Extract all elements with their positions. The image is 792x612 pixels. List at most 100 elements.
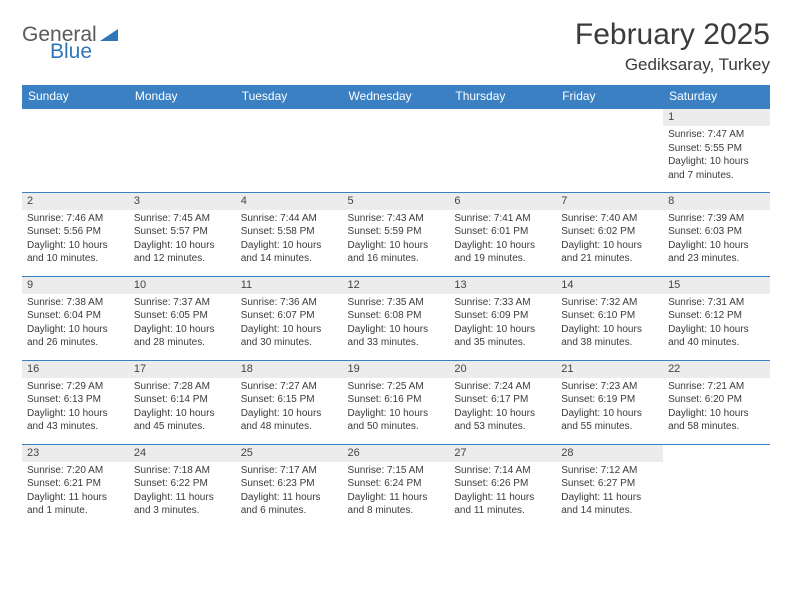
sunset-text: Sunset: 6:09 PM: [454, 309, 551, 323]
calendar-empty-cell: [129, 108, 236, 192]
calendar-day-cell: 15Sunrise: 7:31 AMSunset: 6:12 PMDayligh…: [663, 276, 770, 360]
calendar-day-cell: 10Sunrise: 7:37 AMSunset: 6:05 PMDayligh…: [129, 276, 236, 360]
sunset-text: Sunset: 5:56 PM: [27, 225, 124, 239]
daylight-text: Daylight: 10 hours and 21 minutes.: [561, 239, 658, 266]
day-info: Sunrise: 7:14 AMSunset: 6:26 PMDaylight:…: [449, 462, 556, 522]
day-info: Sunrise: 7:33 AMSunset: 6:09 PMDaylight:…: [449, 294, 556, 354]
calendar-day-cell: 26Sunrise: 7:15 AMSunset: 6:24 PMDayligh…: [343, 444, 450, 528]
calendar-table: SundayMondayTuesdayWednesdayThursdayFrid…: [22, 85, 770, 528]
sunrise-text: Sunrise: 7:36 AM: [241, 296, 338, 310]
daylight-text: Daylight: 10 hours and 23 minutes.: [668, 239, 765, 266]
day-number: 4: [236, 193, 343, 210]
title-block: February 2025 Gediksaray, Turkey: [575, 18, 770, 75]
sunset-text: Sunset: 5:59 PM: [348, 225, 445, 239]
sunset-text: Sunset: 6:24 PM: [348, 477, 445, 491]
daylight-text: Daylight: 11 hours and 6 minutes.: [241, 491, 338, 518]
day-number: 10: [129, 277, 236, 294]
day-number: 14: [556, 277, 663, 294]
calendar-body: 1Sunrise: 7:47 AMSunset: 5:55 PMDaylight…: [22, 108, 770, 528]
calendar-day-cell: 16Sunrise: 7:29 AMSunset: 6:13 PMDayligh…: [22, 360, 129, 444]
daylight-text: Daylight: 10 hours and 14 minutes.: [241, 239, 338, 266]
day-number: 20: [449, 361, 556, 378]
calendar-empty-cell: [449, 108, 556, 192]
calendar-week-row: 9Sunrise: 7:38 AMSunset: 6:04 PMDaylight…: [22, 276, 770, 360]
sunrise-text: Sunrise: 7:12 AM: [561, 464, 658, 478]
day-info: Sunrise: 7:28 AMSunset: 6:14 PMDaylight:…: [129, 378, 236, 438]
day-number: 21: [556, 361, 663, 378]
sunrise-text: Sunrise: 7:18 AM: [134, 464, 231, 478]
weekday-header: Saturday: [663, 85, 770, 108]
daylight-text: Daylight: 10 hours and 40 minutes.: [668, 323, 765, 350]
day-number: 8: [663, 193, 770, 210]
calendar-day-cell: 7Sunrise: 7:40 AMSunset: 6:02 PMDaylight…: [556, 192, 663, 276]
daylight-text: Daylight: 11 hours and 3 minutes.: [134, 491, 231, 518]
daylight-text: Daylight: 10 hours and 55 minutes.: [561, 407, 658, 434]
sunrise-text: Sunrise: 7:24 AM: [454, 380, 551, 394]
day-number: 15: [663, 277, 770, 294]
day-number: 11: [236, 277, 343, 294]
day-info: Sunrise: 7:20 AMSunset: 6:21 PMDaylight:…: [22, 462, 129, 522]
day-info: Sunrise: 7:25 AMSunset: 6:16 PMDaylight:…: [343, 378, 450, 438]
logo-word-2: Blue: [22, 41, 118, 62]
day-info: Sunrise: 7:27 AMSunset: 6:15 PMDaylight:…: [236, 378, 343, 438]
calendar-day-cell: 6Sunrise: 7:41 AMSunset: 6:01 PMDaylight…: [449, 192, 556, 276]
day-number: 1: [663, 109, 770, 126]
calendar-day-cell: 9Sunrise: 7:38 AMSunset: 6:04 PMDaylight…: [22, 276, 129, 360]
calendar-header-row: SundayMondayTuesdayWednesdayThursdayFrid…: [22, 85, 770, 108]
calendar-week-row: 23Sunrise: 7:20 AMSunset: 6:21 PMDayligh…: [22, 444, 770, 528]
day-info: Sunrise: 7:43 AMSunset: 5:59 PMDaylight:…: [343, 210, 450, 270]
day-info: Sunrise: 7:17 AMSunset: 6:23 PMDaylight:…: [236, 462, 343, 522]
day-info: Sunrise: 7:31 AMSunset: 6:12 PMDaylight:…: [663, 294, 770, 354]
sunset-text: Sunset: 6:22 PM: [134, 477, 231, 491]
sunrise-text: Sunrise: 7:41 AM: [454, 212, 551, 226]
sunset-text: Sunset: 6:21 PM: [27, 477, 124, 491]
day-number: 6: [449, 193, 556, 210]
sail-icon: [100, 29, 118, 41]
daylight-text: Daylight: 10 hours and 43 minutes.: [27, 407, 124, 434]
calendar-day-cell: 28Sunrise: 7:12 AMSunset: 6:27 PMDayligh…: [556, 444, 663, 528]
daylight-text: Daylight: 10 hours and 58 minutes.: [668, 407, 765, 434]
daylight-text: Daylight: 10 hours and 7 minutes.: [668, 155, 765, 182]
daylight-text: Daylight: 10 hours and 28 minutes.: [134, 323, 231, 350]
calendar-day-cell: 27Sunrise: 7:14 AMSunset: 6:26 PMDayligh…: [449, 444, 556, 528]
daylight-text: Daylight: 11 hours and 14 minutes.: [561, 491, 658, 518]
sunrise-text: Sunrise: 7:47 AM: [668, 128, 765, 142]
sunset-text: Sunset: 6:20 PM: [668, 393, 765, 407]
day-info: Sunrise: 7:12 AMSunset: 6:27 PMDaylight:…: [556, 462, 663, 522]
sunset-text: Sunset: 5:58 PM: [241, 225, 338, 239]
daylight-text: Daylight: 10 hours and 45 minutes.: [134, 407, 231, 434]
month-title: February 2025: [575, 18, 770, 51]
daylight-text: Daylight: 10 hours and 10 minutes.: [27, 239, 124, 266]
day-info: Sunrise: 7:38 AMSunset: 6:04 PMDaylight:…: [22, 294, 129, 354]
daylight-text: Daylight: 10 hours and 26 minutes.: [27, 323, 124, 350]
weekday-header: Monday: [129, 85, 236, 108]
day-number: 16: [22, 361, 129, 378]
sunset-text: Sunset: 6:13 PM: [27, 393, 124, 407]
day-info: Sunrise: 7:21 AMSunset: 6:20 PMDaylight:…: [663, 378, 770, 438]
calendar-day-cell: 22Sunrise: 7:21 AMSunset: 6:20 PMDayligh…: [663, 360, 770, 444]
sunrise-text: Sunrise: 7:27 AM: [241, 380, 338, 394]
sunrise-text: Sunrise: 7:14 AM: [454, 464, 551, 478]
day-number: 2: [22, 193, 129, 210]
day-number: 5: [343, 193, 450, 210]
daylight-text: Daylight: 10 hours and 50 minutes.: [348, 407, 445, 434]
day-number: 26: [343, 445, 450, 462]
sunrise-text: Sunrise: 7:23 AM: [561, 380, 658, 394]
sunrise-text: Sunrise: 7:31 AM: [668, 296, 765, 310]
sunset-text: Sunset: 6:16 PM: [348, 393, 445, 407]
calendar-day-cell: 18Sunrise: 7:27 AMSunset: 6:15 PMDayligh…: [236, 360, 343, 444]
day-number: 24: [129, 445, 236, 462]
sunset-text: Sunset: 6:27 PM: [561, 477, 658, 491]
calendar-day-cell: 3Sunrise: 7:45 AMSunset: 5:57 PMDaylight…: [129, 192, 236, 276]
sunrise-text: Sunrise: 7:38 AM: [27, 296, 124, 310]
daylight-text: Daylight: 10 hours and 33 minutes.: [348, 323, 445, 350]
sunset-text: Sunset: 6:23 PM: [241, 477, 338, 491]
day-info: Sunrise: 7:46 AMSunset: 5:56 PMDaylight:…: [22, 210, 129, 270]
sunset-text: Sunset: 6:07 PM: [241, 309, 338, 323]
day-number: 7: [556, 193, 663, 210]
calendar-day-cell: 25Sunrise: 7:17 AMSunset: 6:23 PMDayligh…: [236, 444, 343, 528]
daylight-text: Daylight: 10 hours and 30 minutes.: [241, 323, 338, 350]
weekday-header: Tuesday: [236, 85, 343, 108]
day-info: Sunrise: 7:41 AMSunset: 6:01 PMDaylight:…: [449, 210, 556, 270]
calendar-week-row: 1Sunrise: 7:47 AMSunset: 5:55 PMDaylight…: [22, 108, 770, 192]
